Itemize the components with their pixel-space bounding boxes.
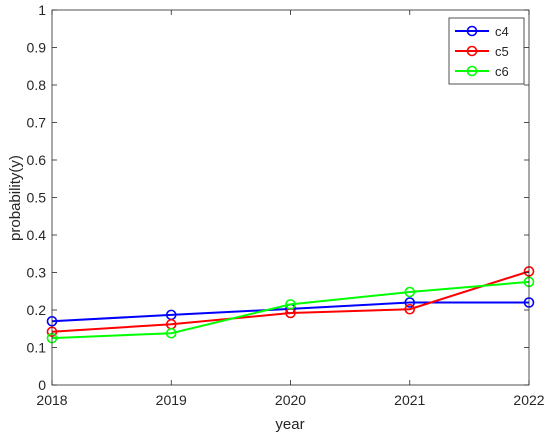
- legend-marker-c6: [466, 65, 478, 77]
- y-tick-label: 0.6: [27, 152, 47, 168]
- series-line-c6: [51, 280, 530, 340]
- plot-area: [46, 266, 535, 344]
- data-point-c5-2021: [404, 303, 416, 315]
- x-tick-label: 2022: [513, 392, 544, 408]
- legend: c4 c5 c6: [448, 17, 525, 85]
- y-tick-label: 0.5: [27, 190, 47, 206]
- x-tick-label: 2021: [394, 392, 425, 408]
- x-tick-label: 2019: [156, 392, 187, 408]
- y-tick-label: 0.7: [27, 115, 47, 131]
- legend-label-c5: c5: [495, 44, 509, 59]
- legend-marker-c4: [466, 25, 478, 37]
- y-axis-label: probability(y): [7, 155, 24, 241]
- legend-label-c4: c4: [495, 24, 509, 39]
- data-point-c6-2021: [404, 286, 416, 298]
- data-point-c6-2019: [165, 327, 177, 339]
- y-tick-label: 0.2: [27, 302, 47, 318]
- x-tick-label: 2020: [275, 392, 306, 408]
- x-tick-label: 2018: [36, 392, 67, 408]
- legend-label-c6: c6: [495, 64, 509, 79]
- y-tick-label: 0.4: [27, 227, 47, 243]
- data-point-c6-2020: [285, 299, 296, 310]
- x-axis-label: year: [275, 416, 304, 433]
- y-tick-label: 0.8: [27, 77, 47, 93]
- y-tick-label: 1: [38, 2, 46, 18]
- y-tick-label: 0.3: [27, 265, 47, 281]
- axes: 2018 2019 2020 2021 2022 0 0.1 0.2 0.3 0.4 0.5 0.6 0…: [27, 2, 545, 408]
- y-tick-label: 0.9: [27, 40, 47, 56]
- y-tick-label: 0.1: [27, 340, 47, 356]
- legend-marker-c5: [466, 45, 478, 57]
- series-line-c5: [51, 270, 530, 333]
- data-point-c4-2021: [404, 297, 416, 308]
- y-tick-label: 0: [38, 377, 46, 393]
